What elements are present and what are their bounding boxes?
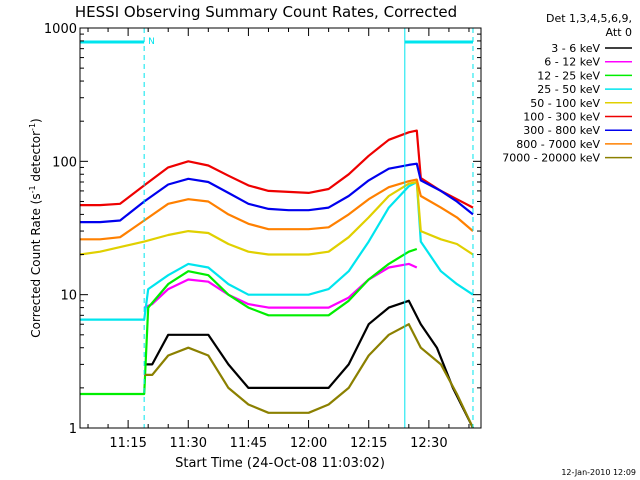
legend-label-1: 6 - 12 keV <box>544 56 600 69</box>
night-label: N <box>148 37 155 47</box>
series-line-0 <box>144 299 474 428</box>
x-tick-label-0: 11:15 <box>109 436 146 451</box>
x-tick-label-3: 12:00 <box>290 436 327 451</box>
series-line-8 <box>144 323 474 428</box>
legend-label-7: 800 - 7000 keV <box>516 138 600 151</box>
legend-label-8: 7000 - 20000 keV <box>502 152 600 165</box>
legend-label-5: 100 - 300 keV <box>523 111 600 124</box>
series-line-1 <box>143 262 418 309</box>
x-tick-label-1: 11:30 <box>170 436 207 451</box>
y-tick-label-2: 100 <box>52 155 77 170</box>
y-tick-label-3: 1000 <box>44 22 77 37</box>
series-line-6 <box>80 162 474 224</box>
plot-frame <box>79 27 482 429</box>
series-line-4 <box>80 180 474 256</box>
date-stamp: 12-Jan-2010 12:09 <box>561 468 636 477</box>
x-tick-label-5: 12:30 <box>410 436 447 451</box>
legend-title-line2: Att 0 <box>606 26 632 39</box>
x-axis-label: Start Time (24-Oct-08 11:03:02) <box>175 456 385 471</box>
y-tick-label-1: 10 <box>60 289 77 304</box>
x-tick-label-4: 12:15 <box>350 436 387 451</box>
y-tick-label-0: 1 <box>69 422 77 437</box>
legend-label-4: 50 - 100 keV <box>530 97 600 110</box>
chart-title: HESSI Observing Summary Count Rates, Cor… <box>75 3 457 21</box>
legend-title-line1: Det 1,3,4,5,6,9, <box>546 12 632 25</box>
series-line-5 <box>80 129 474 209</box>
series-line-7 <box>80 178 474 241</box>
legend-label-0: 3 - 6 keV <box>551 42 600 55</box>
legend-label-6: 300 - 800 keV <box>523 124 600 137</box>
legend-label-2: 12 - 25 keV <box>537 69 600 82</box>
y-axis-label: Corrected Count Rate (s-1 detector-1) <box>28 118 43 337</box>
legend-label-3: 25 - 50 keV <box>537 83 600 96</box>
series-line-2 <box>80 247 418 396</box>
x-tick-label-2: 11:45 <box>230 436 267 451</box>
